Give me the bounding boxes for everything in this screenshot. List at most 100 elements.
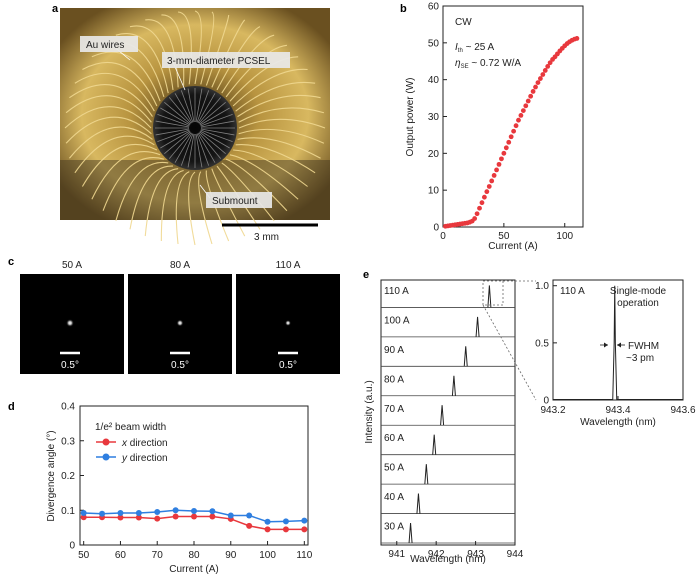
b-data-point — [477, 205, 482, 211]
b-data-point — [520, 108, 526, 114]
d-xtick-label: 80 — [188, 550, 200, 561]
d-legend-x-marker — [102, 438, 110, 446]
c-scale-80: 0.5° — [171, 360, 189, 371]
panel-label-a: a — [52, 3, 59, 15]
d-point-y — [227, 512, 234, 519]
b-threshold-label: Ith ~ 25 A — [455, 42, 495, 54]
e-trace-label: 90 A — [384, 345, 404, 356]
panel-label-d: d — [8, 401, 15, 413]
d-xlabel: Current (A) — [169, 564, 218, 575]
e-peak — [416, 493, 421, 514]
d-legend-title: 1/e² beam width — [95, 422, 166, 433]
b-xlabel: Current (A) — [488, 241, 537, 252]
d-point-y — [209, 508, 216, 515]
b-data-point — [472, 216, 478, 221]
b-data-point — [484, 189, 490, 195]
chart-e-frame — [380, 279, 516, 546]
e-trace-label: 30 A — [384, 522, 404, 533]
d-point-x — [282, 526, 289, 533]
c-scale-110: 0.5° — [279, 360, 297, 371]
e-xtick-label: 944 — [507, 549, 524, 560]
d-ytick-label: 0.1 — [61, 506, 75, 517]
e-peak — [408, 522, 413, 544]
e-peak — [440, 405, 445, 426]
b-cw-label: CW — [455, 17, 472, 28]
e-peak — [463, 346, 468, 367]
b-xtick-label: 0 — [440, 231, 446, 242]
d-point-x — [117, 514, 124, 521]
d-xtick-label: 100 — [259, 550, 276, 561]
e-ylabel: Intensity (a.u.) — [364, 380, 375, 443]
e-inset-xlabel: Wavelength (nm) — [580, 417, 656, 428]
c-title-80: 80 A — [170, 260, 190, 271]
e-fwhm-1: FWHM — [628, 341, 659, 352]
ei-ytick-label: 1.0 — [535, 281, 549, 292]
d-xtick-label: 110 — [296, 550, 312, 561]
d-point-x — [191, 513, 197, 520]
b-data-point — [533, 84, 538, 90]
b-data-point — [481, 194, 487, 200]
b-data-point — [545, 64, 551, 69]
panel-label-e: e — [363, 269, 369, 281]
b-data-point — [542, 68, 548, 73]
d-ytick-label: 0.4 — [61, 402, 75, 413]
d-point-y — [301, 517, 308, 524]
ei-xtick-label: 943.4 — [605, 405, 630, 416]
pcsel-chip — [153, 86, 237, 170]
d-point-y — [282, 518, 289, 525]
e-peak — [432, 434, 437, 455]
e-peak — [487, 285, 492, 308]
panel-label-b: b — [400, 3, 407, 15]
d-legend-y-marker — [102, 453, 110, 461]
e-xtick-label: 943 — [467, 549, 484, 560]
d-xtick-label: 50 — [78, 550, 90, 561]
label-pcsel: 3-mm-diameter PCSEL — [167, 56, 271, 67]
chart-b-frame — [442, 5, 584, 228]
b-data-point — [537, 76, 543, 81]
b-data-point — [496, 161, 502, 167]
d-legend-y-label: y direction — [121, 453, 168, 464]
c-beam-spot-110 — [285, 320, 291, 326]
b-data-point — [528, 93, 534, 99]
d-xtick-label: 70 — [152, 550, 164, 561]
d-point-x — [301, 526, 308, 533]
c-scale-50: 0.5° — [61, 360, 79, 371]
gold-wire-bundle — [64, 10, 326, 246]
b-ytick-label: 0 — [433, 223, 439, 234]
b-ytick-label: 10 — [428, 186, 440, 197]
b-data-point — [479, 200, 485, 206]
e-trace-label: 40 A — [384, 492, 404, 503]
d-point-y — [172, 507, 179, 514]
b-data-point — [547, 60, 553, 66]
d-xtick-label: 60 — [115, 550, 127, 561]
e-xtick-label: 942 — [428, 549, 445, 560]
b-data-point — [501, 150, 507, 156]
b-data-point — [491, 173, 497, 178]
b-data-point — [523, 103, 529, 109]
d-xtick-label: 90 — [225, 550, 237, 561]
panel-c: 50 A 80 A 110 A 0.5° 0.5° 0.5° — [20, 260, 340, 374]
b-data-point — [513, 123, 519, 129]
b-ytick-label: 30 — [428, 112, 440, 123]
b-data-point — [530, 89, 536, 94]
b-data-point — [506, 139, 512, 145]
panel-a-photo: Au wires 3-mm-diameter PCSEL Submount 3 … — [60, 8, 330, 246]
scale-bar-a-label: 3 mm — [254, 232, 279, 243]
e-peak — [475, 316, 480, 337]
ei-ytick-label: 0 — [543, 396, 549, 407]
d-point-y — [246, 512, 253, 519]
b-data-point — [494, 167, 499, 173]
ei-ytick-label: 0.5 — [535, 338, 549, 349]
b-data-point — [525, 98, 531, 104]
b-data-point — [535, 80, 541, 86]
b-data-point — [540, 72, 546, 77]
d-point-y — [264, 518, 271, 525]
b-ytick-label: 50 — [428, 38, 440, 49]
d-point-x — [154, 515, 161, 522]
chart-d: 1/e² beam width x direction y direction … — [46, 402, 313, 576]
chip-electrode-pattern — [155, 88, 235, 168]
c-title-110: 110 A — [276, 260, 301, 271]
chart-e: 110 A 100 A 90 A 80 A 70 A 60 A 50 A 40 A 30 A 9… — [364, 279, 696, 565]
e-single-mode-1: Single-mode — [610, 286, 667, 297]
d-ytick-label: 0.3 — [61, 436, 75, 447]
